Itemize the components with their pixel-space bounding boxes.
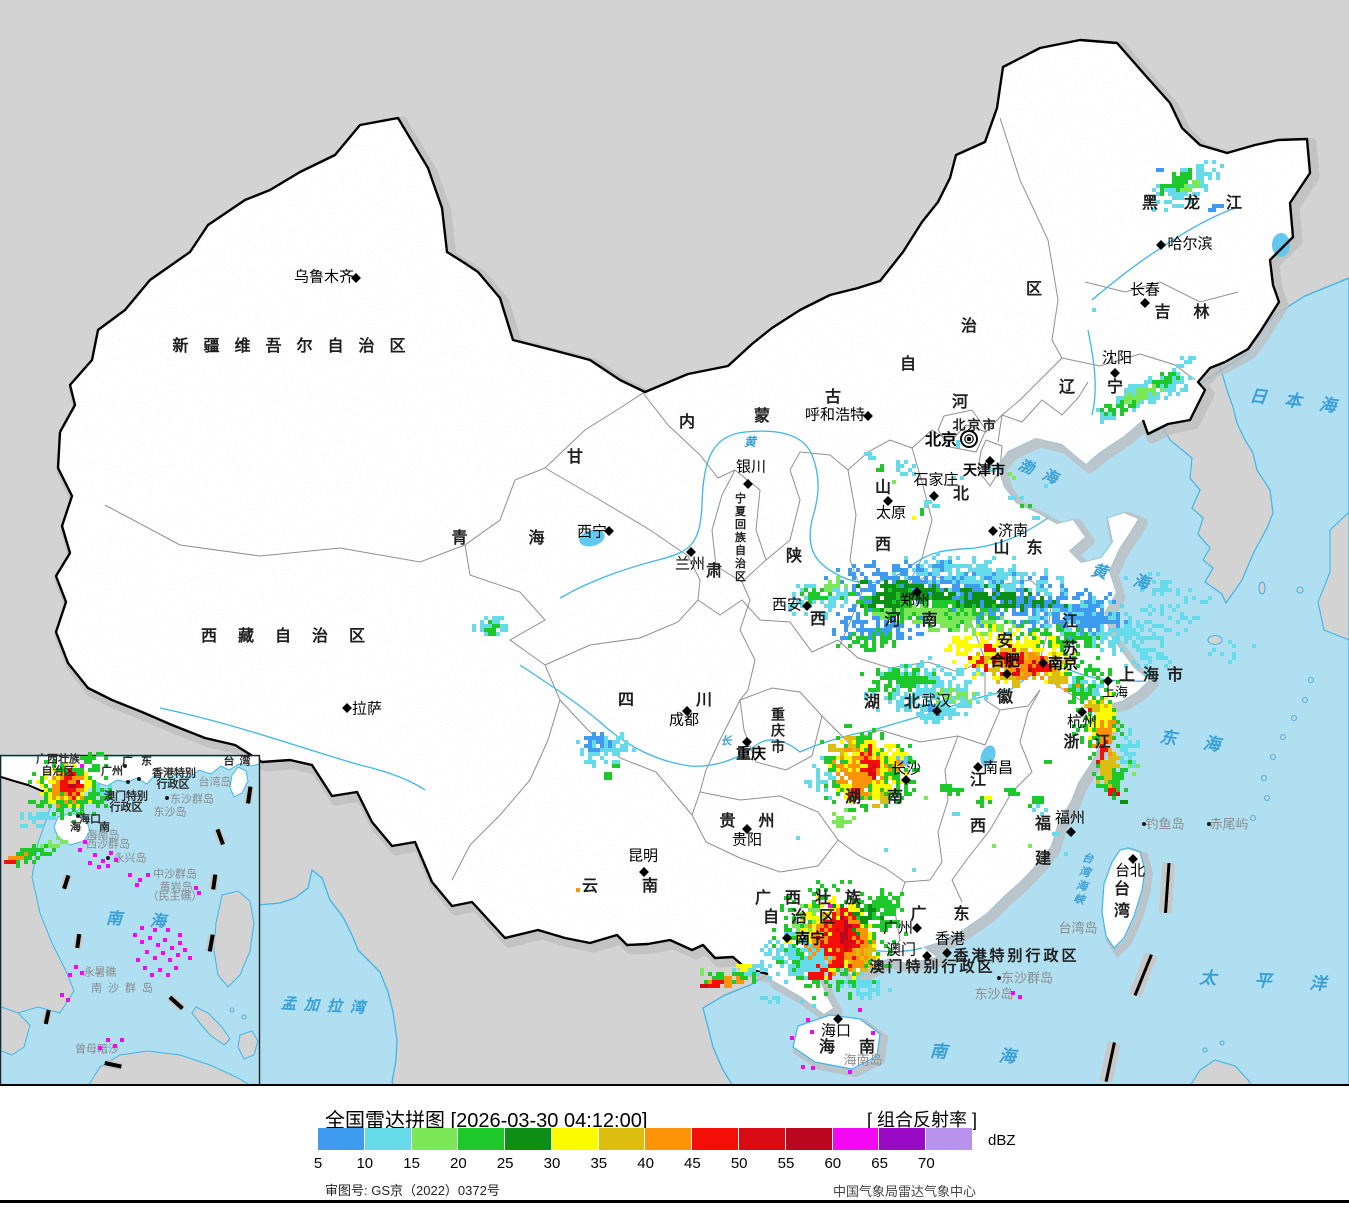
colorbar-segment [926,1128,973,1150]
scale-value: 40 [637,1155,654,1172]
colorbar-segment [551,1128,599,1150]
colorbar-segment [739,1128,786,1150]
colorbar-segment [458,1128,506,1150]
colorbar [318,1128,973,1150]
scale-value: 30 [543,1155,561,1172]
legend-title: 全国雷达拼图 [2026-03-30 04:12:00] [325,1110,648,1132]
scale-value: 65 [871,1155,888,1172]
scale-value: 60 [824,1155,842,1172]
colorbar-segment [692,1128,740,1150]
scale-value: 25 [496,1155,514,1172]
radar-echo-layer [0,0,1349,1086]
colorbar-segment [645,1128,693,1150]
scale-value: 70 [918,1155,935,1172]
colorbar-segment [411,1128,459,1150]
colorbar-segment [364,1128,412,1150]
scale-value: 55 [777,1155,795,1172]
scale-value: 45 [684,1155,701,1172]
agency-name: 中国气象局雷达气象中心 [833,1184,977,1199]
colorbar-segment [832,1128,880,1150]
colorbar-segment [318,1128,365,1150]
scale-value: 50 [730,1155,748,1172]
product-label: [ 组合反射率 ] [867,1110,978,1130]
scale-value: 35 [590,1155,608,1172]
colorbar-segment [505,1128,552,1150]
colorbar-segment [879,1128,927,1150]
scale-value: 10 [356,1155,374,1172]
map-approval-number: 审图号: GS京（2022）0372号 [325,1183,500,1198]
bottom-rule [0,1200,1349,1203]
unit-label: dBZ [988,1132,1016,1149]
scale-value: 5 [313,1155,323,1172]
colorbar-segment [598,1128,646,1150]
colorbar-segment [785,1128,833,1150]
scale-value: 20 [450,1155,467,1172]
scale-value: 15 [403,1155,420,1172]
